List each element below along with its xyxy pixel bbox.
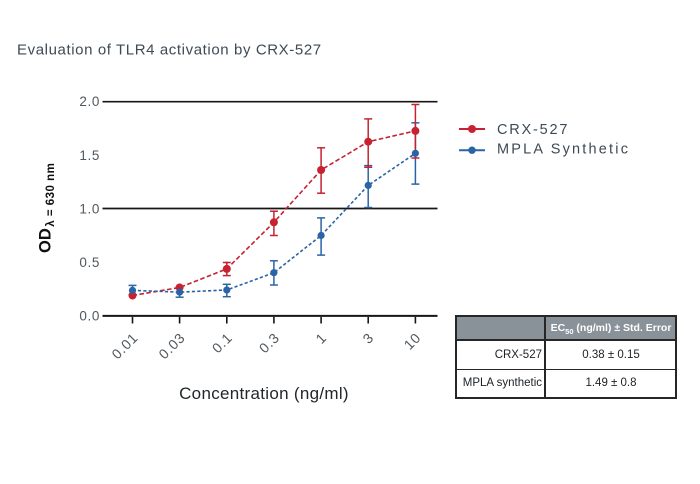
svg-text:1.0: 1.0 bbox=[79, 201, 100, 216]
svg-text:ODλ = 630 nm: ODλ = 630 nm bbox=[37, 163, 58, 253]
svg-text:10: 10 bbox=[401, 329, 424, 352]
svg-text:3: 3 bbox=[359, 329, 376, 346]
svg-text:2.0: 2.0 bbox=[79, 94, 100, 109]
svg-text:Concentration (ng/ml): Concentration (ng/ml) bbox=[179, 384, 349, 403]
svg-text:MPLA Synthetic: MPLA Synthetic bbox=[497, 142, 630, 158]
svg-text:0.0: 0.0 bbox=[79, 309, 100, 324]
svg-text:0.03: 0.03 bbox=[155, 329, 188, 362]
svg-text:0.01: 0.01 bbox=[108, 329, 141, 362]
svg-text:0.3: 0.3 bbox=[256, 329, 283, 356]
svg-text:1: 1 bbox=[312, 329, 329, 346]
svg-text:1.5: 1.5 bbox=[79, 148, 100, 163]
svg-text:0.1: 0.1 bbox=[209, 329, 236, 356]
svg-text:0.5: 0.5 bbox=[79, 255, 100, 270]
svg-text:CRX-527: CRX-527 bbox=[497, 122, 569, 138]
svg-text:Evaluation of TLR4 activation: Evaluation of TLR4 activation by CRX-527 bbox=[17, 42, 322, 59]
